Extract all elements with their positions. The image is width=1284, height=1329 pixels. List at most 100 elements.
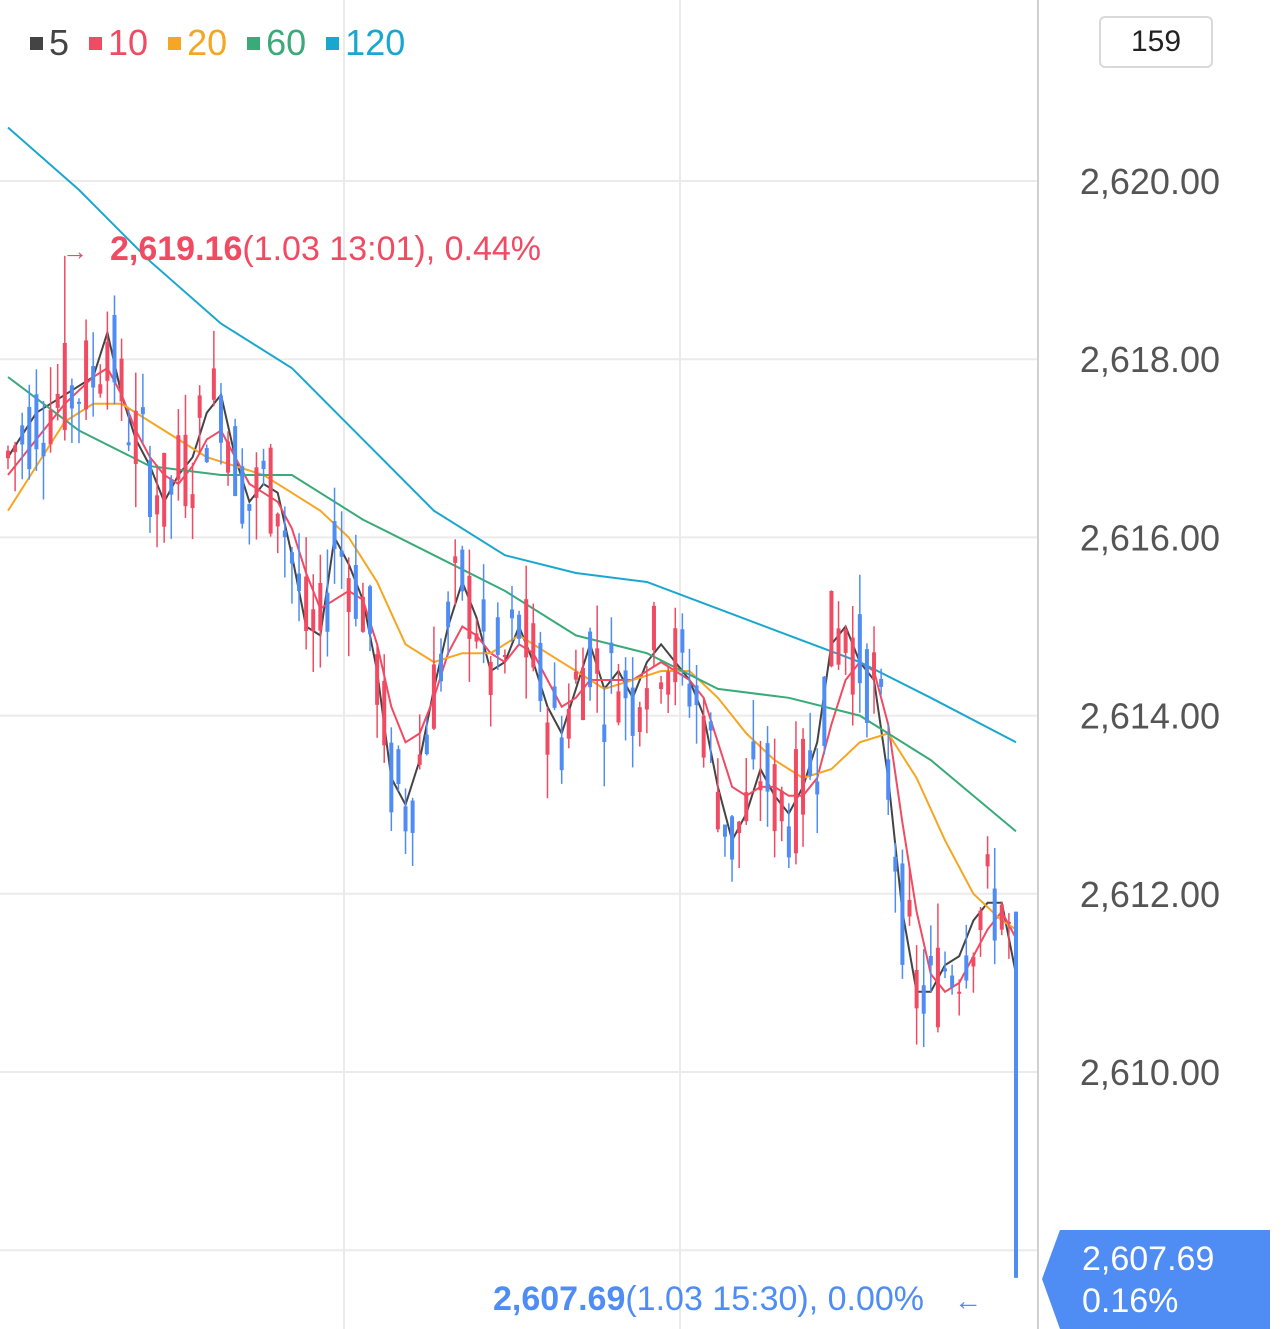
candle-body [254,467,259,499]
candle-body [233,426,238,497]
candle-body [353,564,358,619]
candle-body [488,661,493,695]
candle-body [999,904,1004,930]
candle-body [183,434,188,507]
candle-body [765,743,770,792]
candle-body [985,854,990,867]
y-tick-label: 2,618.00 [1080,339,1220,380]
candle-body [162,452,167,527]
candle-body [304,576,309,631]
candle-body [921,985,926,1014]
candle-body [502,654,507,657]
candle-body [779,790,784,822]
candle-body [950,975,955,988]
candle-body [211,368,216,400]
legend-swatch-5 [30,36,43,50]
ma-line-60 [7,376,1017,833]
candle-body [872,652,877,680]
candle-body [119,358,124,402]
candle-body [396,749,401,785]
legend-item-10[interactable]: 10 [89,22,148,64]
candle-body [510,609,514,619]
candle-body [793,749,798,854]
candle-body [900,863,905,965]
candle-body [957,991,962,994]
candle-body [588,631,593,688]
candle-body [666,671,671,695]
candle-body [829,591,834,667]
candle-body [297,573,302,591]
y-tick-label: 2,612.00 [1080,874,1220,915]
candle-body [538,642,543,702]
candle-body [91,366,96,388]
candle-body [928,955,933,966]
candle-body [630,687,635,736]
legend-item-20[interactable]: 20 [168,22,227,64]
candle-body [98,384,103,394]
candle-body [147,460,152,518]
candle-body [27,406,32,470]
legend-item-60[interactable]: 60 [247,22,306,64]
candle-body [431,664,436,729]
candle-body [708,721,713,731]
candle-body [382,680,387,746]
candlesticks [6,255,1018,1278]
candle-body [417,754,422,765]
candle-body [517,614,522,639]
candle-body [616,691,621,723]
candle-body [843,629,848,653]
candle-body [105,341,110,381]
candle-body [602,724,607,743]
candle-body [836,628,841,665]
candle-body [573,671,578,680]
candle-body [879,678,884,687]
candle-body [595,648,600,674]
y-tick-label: 2,610.00 [1080,1052,1220,1093]
candle-body [261,460,266,470]
legend: 5 10 20 60 120 [30,22,405,64]
candle-body [914,970,919,1009]
candle-body [226,441,231,473]
candle-body [715,791,720,830]
candle-body [140,407,145,415]
candle-body [346,578,351,613]
candle-body [495,617,500,655]
candle-body [34,394,39,450]
legend-label-10: 10 [108,22,149,63]
candle-body [240,466,245,524]
candle-body [218,395,223,443]
candle-body [481,599,486,632]
legend-item-5[interactable]: 5 [30,22,69,64]
candle-body [84,340,89,410]
current-price-change: 0.16% [1082,1282,1179,1320]
candle-body [76,401,81,404]
candle-body [659,682,664,690]
candle-body [907,899,912,917]
candle-body [282,530,287,538]
candle-body [609,642,614,654]
legend-item-120[interactable]: 120 [326,22,405,64]
high-value: 2,619.16 [110,230,243,268]
candle-body [559,737,564,771]
candle-body [822,676,827,746]
high-annotation: → 2,619.16(1.03 13:01), 0.44% [62,230,541,269]
candle-body [992,888,997,941]
candle-body [680,629,685,653]
candle-body [737,821,742,834]
y-axis: 2,620.00 2,618.00 2,616.00 2,614.00 2,612.00… [1080,161,1220,1093]
legend-swatch-20 [168,36,182,50]
candle-body [318,583,323,631]
y-tick-label: 2,616.00 [1080,517,1220,558]
candle-body [247,504,252,511]
candle-body [850,637,855,695]
candle-body [197,395,202,418]
candle-body [268,447,273,534]
low-arrow-icon: ← [954,1285,983,1316]
legend-label-120: 120 [345,22,406,63]
y-tick-label: 2,614.00 [1080,696,1220,737]
legend-swatch-120 [326,36,340,50]
candle-count-box[interactable]: 159 [1099,16,1213,68]
candle-body [935,947,940,1028]
candle-body [112,314,117,383]
